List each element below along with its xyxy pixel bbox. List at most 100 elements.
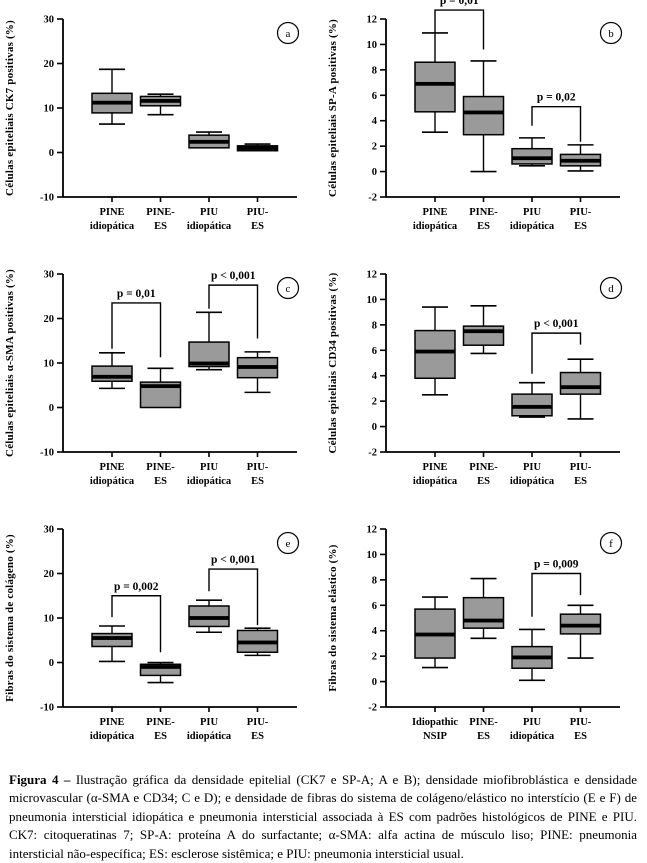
y-tick-label: 0	[372, 422, 377, 433]
x-category-label: PINE-	[469, 207, 498, 218]
panel-letter: b	[608, 28, 614, 40]
p-value-label: p = 0,01	[440, 0, 479, 7]
p-value-label: p = 0,009	[534, 559, 579, 571]
boxplot-panel-b: 12 10 8 6 4 2 0 -2 PINE idiopática PINE- ES PIU idiop…	[327, 0, 623, 232]
median-line	[560, 158, 601, 163]
panel-letter: e	[286, 538, 291, 550]
x-category-label: PIU	[523, 462, 542, 473]
box	[462, 325, 505, 346]
y-tick-label: 0	[372, 677, 377, 688]
x-category-label: idiopática	[510, 221, 555, 232]
y-tick-label: 4	[372, 626, 378, 637]
panel-letter: c	[286, 283, 291, 295]
median-line	[237, 640, 278, 645]
x-category-label: PIU	[200, 462, 219, 473]
p-value-label: p < 0,001	[211, 554, 256, 566]
x-category-label: PINE-	[469, 462, 498, 473]
y-tick-label: 10	[44, 104, 55, 115]
median-line	[237, 146, 278, 150]
significance-bracket	[531, 572, 582, 617]
y-tick-label: 0	[49, 658, 54, 669]
box	[91, 632, 133, 648]
x-category-label: idiopática	[187, 731, 232, 742]
x-category-label: PIU-	[570, 717, 592, 728]
median-line	[560, 385, 601, 390]
x-category-label: ES	[574, 731, 587, 742]
x-category-label: PIU-	[247, 462, 269, 473]
panel-e: 30 20 10 0 -10 PINE idiopática PINE- ES PIU idiopá…	[0, 510, 323, 765]
x-category-label: idiopática	[413, 476, 458, 487]
x-category-label: NSIP	[423, 731, 448, 742]
x-category-label: PINE	[99, 717, 124, 728]
y-tick-label: -2	[368, 448, 377, 459]
panel-f: 12 10 8 6 4 2 0 -2 Idiopathic NSIP PINE- ES PIU idiop…	[323, 510, 647, 765]
boxplot-panel-a: 30 20 10 0 -10 PINE idiopática PINE- ES PIU idiopá…	[4, 15, 300, 232]
median-line	[189, 139, 229, 144]
box	[462, 95, 505, 136]
median-line	[415, 81, 455, 86]
p-value-label: p = 0,002	[114, 581, 159, 593]
y-tick-label: 6	[372, 346, 377, 357]
median-line	[189, 361, 229, 366]
median-line	[189, 616, 229, 620]
y-tick-label: -2	[368, 193, 377, 204]
box	[139, 663, 182, 677]
x-category-label: ES	[154, 221, 167, 232]
significance-bracket	[531, 106, 582, 142]
y-tick-label: -10	[40, 193, 54, 204]
box	[559, 371, 602, 395]
p-value-label: p = 0,01	[117, 288, 156, 300]
median-line	[512, 655, 552, 660]
median-line	[140, 98, 181, 103]
y-tick-label: 20	[44, 314, 55, 325]
x-category-label: PIU	[523, 207, 542, 218]
y-tick-label: 30	[44, 270, 55, 281]
x-category-label: idiopática	[90, 221, 135, 232]
x-category-label: Idiopathic	[412, 717, 458, 728]
y-tick-label: 10	[367, 40, 378, 51]
y-axis-title: Células epiteliais CK7 positivas (%)	[4, 20, 16, 196]
x-category-label: ES	[574, 221, 587, 232]
box	[414, 329, 456, 380]
median-line	[560, 623, 601, 628]
panel-letter-circle	[599, 531, 623, 555]
significance-bracket	[531, 332, 582, 374]
x-category-label: PIU	[200, 717, 219, 728]
y-tick-label: 12	[367, 270, 378, 281]
p-value-label: p < 0,001	[211, 270, 256, 282]
median-line	[92, 636, 132, 640]
y-tick-label: 8	[372, 575, 377, 586]
panel-letter-circle	[276, 21, 300, 45]
x-category-label: ES	[251, 476, 264, 487]
y-tick-label: 0	[49, 403, 54, 414]
panel-b: 12 10 8 6 4 2 0 -2 PINE idiopática PINE- ES PIU idiop…	[323, 0, 647, 255]
y-tick-label: 2	[372, 397, 377, 408]
y-tick-label: 8	[372, 65, 377, 76]
x-category-label: idiopática	[413, 221, 458, 232]
panel-letter: a	[286, 28, 291, 40]
box	[462, 596, 505, 629]
panel-d: 12 10 8 6 4 2 0 -2 PINE idiopática PINE- ES PIU idiop…	[323, 255, 647, 510]
y-tick-label: 10	[44, 359, 55, 370]
x-category-label: PIU-	[247, 207, 269, 218]
significance-bracket	[208, 568, 259, 626]
x-category-label: idiopática	[510, 731, 555, 742]
y-tick-label: 12	[367, 525, 378, 536]
box	[511, 147, 553, 165]
y-tick-label: -2	[368, 703, 377, 714]
panel-c: 30 20 10 0 -10 PINE idiopática PINE- ES PIU idiopá…	[0, 255, 323, 510]
panel-letter-circle	[276, 531, 300, 555]
y-axis-title: Células epiteliais CD34 positivas (%)	[327, 272, 339, 453]
x-category-label: PIU	[200, 207, 219, 218]
x-category-label: ES	[251, 221, 264, 232]
y-tick-label: 12	[367, 15, 378, 26]
x-category-label: idiopática	[510, 476, 555, 487]
x-category-label: ES	[251, 731, 264, 742]
x-category-label: PINE-	[469, 717, 498, 728]
panel-letter: f	[609, 538, 613, 550]
panel-letter-circle	[599, 276, 623, 300]
x-category-label: ES	[574, 476, 587, 487]
x-category-label: PIU	[523, 717, 542, 728]
significance-bracket	[111, 302, 162, 358]
boxplot-panel-e: 30 20 10 0 -10 PINE idiopática PINE- ES PIU idiopá…	[4, 525, 300, 742]
